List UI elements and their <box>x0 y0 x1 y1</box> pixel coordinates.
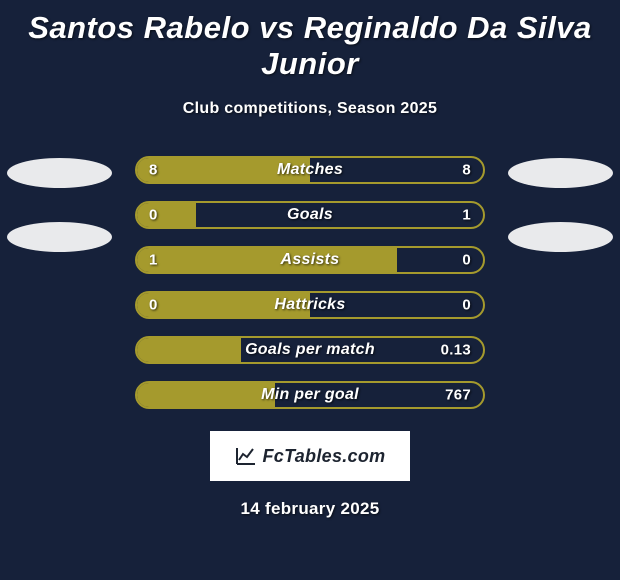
stat-label: Goals per match <box>137 341 483 359</box>
player-avatar-placeholder <box>508 222 613 252</box>
stat-value-right: 767 <box>445 387 471 404</box>
left-player-column <box>7 156 117 252</box>
stat-value-right: 8 <box>462 162 471 179</box>
player-avatar-placeholder <box>508 158 613 188</box>
stat-row: Goals per match0.13 <box>135 336 485 364</box>
fctables-logo: FcTables.com <box>210 431 410 481</box>
stat-value-right: 0 <box>462 252 471 269</box>
stat-label: Assists <box>137 251 483 269</box>
stat-label: Matches <box>137 161 483 179</box>
stat-row: 0Hattricks0 <box>135 291 485 319</box>
page-title: Santos Rabelo vs Reginaldo Da Silva Juni… <box>0 0 620 82</box>
stat-row: 1Assists0 <box>135 246 485 274</box>
right-player-column <box>503 156 613 252</box>
player-avatar-placeholder <box>7 222 112 252</box>
stat-row: 8Matches8 <box>135 156 485 184</box>
player-avatar-placeholder <box>7 158 112 188</box>
stat-row: 0Goals1 <box>135 201 485 229</box>
stat-value-right: 0.13 <box>441 342 471 359</box>
date-line: 14 february 2025 <box>0 499 620 519</box>
stats-bars-column: 8Matches80Goals11Assists00Hattricks0Goal… <box>135 156 485 409</box>
stat-label: Goals <box>137 206 483 224</box>
stat-value-right: 0 <box>462 297 471 314</box>
comparison-body: 8Matches80Goals11Assists00Hattricks0Goal… <box>0 156 620 409</box>
page-subtitle: Club competitions, Season 2025 <box>0 100 620 118</box>
stat-label: Hattricks <box>137 296 483 314</box>
stat-label: Min per goal <box>137 386 483 404</box>
logo-text: FcTables.com <box>263 446 386 467</box>
chart-icon <box>235 446 257 466</box>
stat-row: Min per goal767 <box>135 381 485 409</box>
stat-value-right: 1 <box>462 207 471 224</box>
